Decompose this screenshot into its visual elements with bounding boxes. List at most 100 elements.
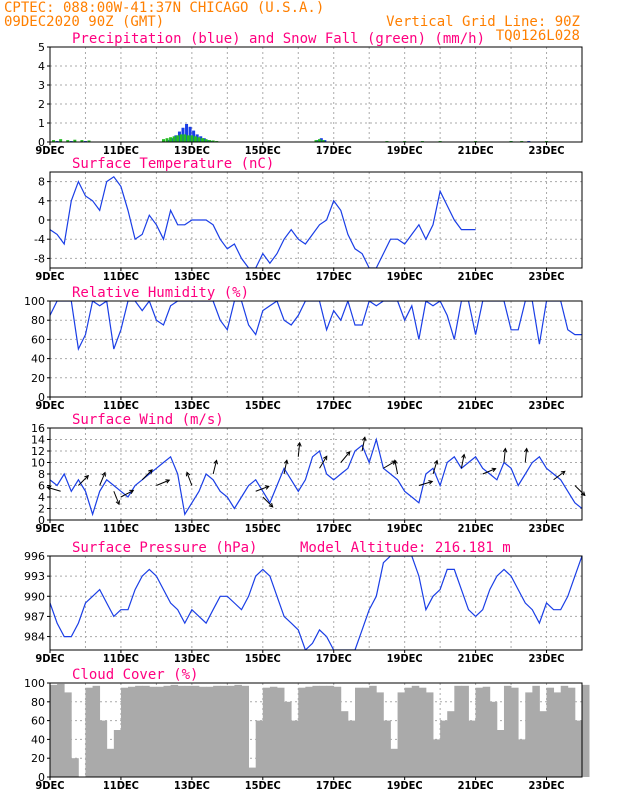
cloud-bar [298, 687, 306, 777]
cloud-bar [560, 685, 569, 777]
temp-xtick-label: 9DEC [35, 270, 64, 283]
precip-bar [177, 131, 181, 142]
wind-arrow [574, 485, 586, 496]
temp-xtick-label: 17DEC [316, 270, 352, 283]
cloud-bar [425, 692, 434, 777]
header-date: 09DEC2020 90Z (GMT) [4, 14, 164, 30]
precip-bar [321, 140, 325, 142]
cloud-bar [582, 684, 590, 777]
cloud-bar [369, 685, 377, 777]
cloud-ytick-label: 0 [38, 771, 45, 784]
wind-arrow [78, 475, 89, 486]
wind-arrow [432, 460, 438, 475]
wind-arrow [394, 460, 399, 475]
precip-bar [192, 130, 196, 142]
cloud-panel: 0 20 40 60 80 100 9DEC 11DEC 13DEC 15DEC 17DEC 19DE… [24, 667, 590, 792]
wind-arrow-head [268, 502, 274, 508]
cloud-bar [482, 686, 491, 777]
temp-ytick-label: 0 [38, 214, 45, 227]
precip-bar [323, 140, 327, 142]
precip-ytick-label: 5 [38, 41, 45, 54]
cloud-bar [92, 685, 101, 777]
precip-bar [206, 140, 210, 142]
precip-xtick-label: 13DEC [174, 144, 210, 157]
cloud-ytick-label: 80 [31, 696, 45, 709]
rh-xtick-label: 21DEC [458, 399, 494, 412]
cloud-bar [411, 685, 420, 777]
wind-arrow-head [296, 441, 302, 447]
precip-bar [169, 137, 173, 142]
cloud-bar [355, 687, 363, 777]
precip-bar [185, 123, 189, 142]
wind-ytick-label: 4 [38, 491, 45, 504]
wind-arrow-head [491, 467, 497, 473]
wind-arrow-head [115, 500, 121, 506]
cloud-ytick-label: 100 [24, 677, 45, 690]
temp-ytick-label: 8 [38, 176, 45, 189]
wind-arrow [297, 442, 301, 457]
temp-ytick-label: -8 [34, 252, 45, 265]
rh-panel: 0 20 40 60 80 100 9DEC 11DEC 13DEC 15DEC 17DEC 19DE… [24, 285, 583, 412]
pressure-ytick-label: 984 [24, 631, 45, 644]
cloud-title: Cloud Cover (%) [72, 667, 198, 683]
precip-title: Precipitation (blue) and Snow Fall (gree… [72, 31, 485, 47]
temp-ytick-label: 4 [38, 195, 45, 208]
cloud-bar [340, 711, 349, 777]
cloud-bar [120, 687, 129, 777]
temp-xtick-label: 15DEC [245, 270, 281, 283]
precip-xtick-label: 23DEC [529, 144, 565, 157]
cloud-bar [376, 692, 384, 777]
cloud-bar [50, 684, 58, 777]
cloud-bar [305, 686, 313, 777]
cloud-bar [347, 720, 356, 777]
cloud-bar [198, 686, 207, 777]
rh-ytick-label: 60 [31, 333, 45, 346]
wind-arrow-head [393, 459, 398, 465]
cloud-xtick-label: 11DEC [103, 779, 139, 792]
precip-bar [59, 139, 63, 142]
precip-bar [80, 140, 84, 142]
cloud-ytick-label: 20 [31, 752, 45, 765]
precip-ytick-label: 1 [38, 117, 45, 130]
pressure-xtick-label: 11DEC [103, 652, 139, 665]
wind-arrow [186, 472, 193, 486]
cloud-xtick-label: 17DEC [316, 779, 352, 792]
precip-ytick-label: 3 [38, 79, 45, 92]
wind-arrow [283, 460, 288, 475]
cloud-bar [163, 685, 171, 777]
cloud-bar [326, 685, 335, 777]
cloud-bar [433, 739, 441, 777]
cloud-bar [525, 692, 533, 777]
cloud-bar [71, 758, 79, 777]
precip-ytick-label: 2 [38, 98, 45, 111]
cloud-bar [248, 767, 257, 777]
rh-xtick-label: 17DEC [316, 399, 352, 412]
cloud-bar [475, 687, 484, 777]
cloud-bar [135, 685, 143, 777]
precip-bar [181, 127, 185, 142]
rh-series-line [50, 301, 582, 351]
precip-bar [174, 135, 178, 142]
cloud-bar [241, 685, 250, 777]
temp-series-line [50, 175, 476, 268]
cloud-bar [383, 720, 391, 777]
pressure-xtick-label: 19DEC [387, 652, 423, 665]
wind-series-line [50, 437, 582, 517]
precip-bar [165, 138, 169, 142]
pressure-series-line [50, 556, 582, 650]
rh-ytick-label: 40 [31, 353, 45, 366]
cloud-bar [220, 685, 228, 777]
precip-bar [211, 140, 215, 142]
wind-ytick-label: 0 [38, 514, 45, 527]
precip-bar [316, 140, 320, 142]
precip-bar [197, 137, 201, 142]
wind-arrow-head [361, 436, 367, 442]
cloud-bar [206, 686, 214, 777]
cloud-bar [227, 685, 235, 777]
cloud-bar [553, 692, 562, 777]
cloud-bar [156, 686, 164, 777]
pressure-xtick-label: 9DEC [35, 652, 64, 665]
wind-arrow [503, 448, 506, 463]
cloud-bar [191, 685, 200, 777]
